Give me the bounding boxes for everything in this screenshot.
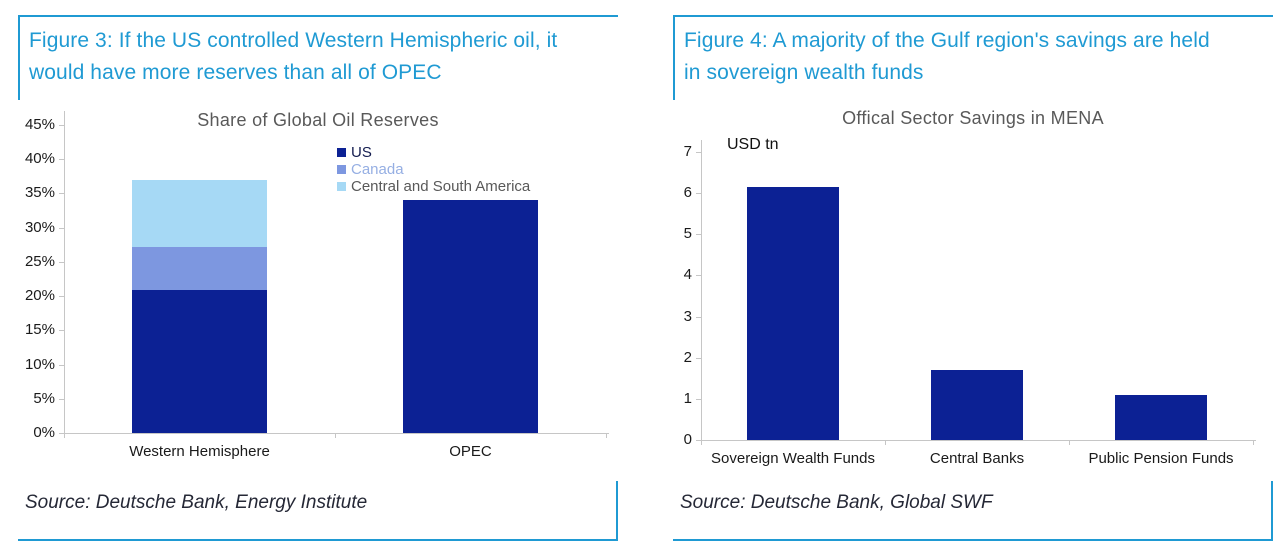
source-text: Source: Deutsche Bank, Energy Institute (25, 492, 368, 513)
y-tick (59, 364, 64, 366)
y-tick-label: 6 (683, 184, 692, 202)
y-tick (59, 227, 64, 229)
figure4-chart: Offical Sector Savings in MENA USD tn 0 1… (673, 15, 1273, 541)
y-tick (696, 316, 701, 318)
y-tick-label: 4 (683, 266, 692, 284)
figure4-title: Figure 4: A majority of the Gulf region'… (684, 29, 1210, 84)
x-axis-line (64, 433, 609, 434)
legend-swatch-canada (337, 165, 346, 174)
chart-title: Offical Sector Savings in MENA (842, 108, 1104, 128)
x-tick (1069, 440, 1070, 445)
figure4-panel: Figure 4: A majority of the Gulf region'… (673, 15, 1273, 541)
y-tick-label: 2 (683, 348, 692, 366)
y-tick-label: 0 (683, 431, 692, 448)
figure3-header: Figure 3: If the US controlled Western H… (18, 15, 618, 100)
y-tick-label: 30% (24, 218, 55, 236)
y-tick (59, 398, 64, 400)
y-axis-line (701, 140, 702, 440)
figure3-chart: Share of Global Oil Reserves 0% 5% 10% 15% 2… (18, 15, 618, 541)
y-tick-label: 5 (683, 225, 692, 243)
y-tick-label: 0% (33, 424, 55, 441)
bar-segment-central-and-south-america (131, 179, 268, 247)
y-tick-label: 40% (24, 150, 55, 168)
bar-segment-us (402, 200, 539, 433)
bar-sovereign-wealth-funds (747, 186, 839, 440)
legend-item-us: US (337, 144, 530, 161)
y-tick-label: 7 (683, 143, 692, 160)
y-tick (59, 193, 64, 195)
figure4-header: Figure 4: A majority of the Gulf region'… (673, 15, 1273, 100)
y-tick (59, 433, 64, 434)
legend: US Canada Central and South America (337, 144, 530, 195)
y-tick (59, 159, 64, 161)
y-tick (696, 357, 701, 359)
y-tick-label: 5% (33, 389, 55, 407)
legend-swatch-us (337, 148, 346, 157)
y-tick-label: 45% (24, 116, 55, 133)
x-tick (701, 440, 702, 445)
x-axis-line (701, 440, 1256, 441)
x-tick (885, 440, 886, 445)
x-tick (64, 433, 65, 438)
y-tick (59, 330, 64, 332)
y-tick-label: 1 (683, 389, 692, 407)
legend-label: US (351, 144, 372, 161)
legend-label: Canada (351, 161, 404, 178)
y-tick (696, 234, 701, 236)
chart-title: Share of Global Oil Reserves (197, 110, 439, 130)
figure3-footer: Source: Deutsche Bank, Energy Institute (18, 481, 618, 541)
y-tick (59, 261, 64, 263)
legend-label: Central and South America (351, 178, 531, 195)
y-tick-label: 20% (24, 287, 55, 305)
bar-segment-canada (131, 246, 268, 290)
y-tick-label: 3 (683, 307, 692, 325)
bar-segment-us (131, 289, 268, 433)
x-tick (606, 433, 607, 438)
figure3-title: Figure 3: If the US controlled Western H… (29, 29, 558, 84)
y-axis-line (64, 111, 65, 433)
category-label-sovereign-wealth-funds: Sovereign Wealth Funds (711, 450, 875, 467)
y-tick-label: 10% (24, 355, 55, 373)
x-tick (335, 433, 336, 438)
bar-public-pension-funds (1115, 394, 1207, 440)
y-tick-label: 15% (24, 321, 55, 339)
legend-item-central-and-south-america: Central and South America (337, 178, 530, 195)
category-label-opec: OPEC (449, 443, 492, 460)
y-tick (59, 296, 64, 298)
y-tick (59, 125, 64, 126)
category-label-central-banks: Central Banks (929, 450, 1025, 467)
legend-item-canada: Canada (337, 161, 530, 178)
x-tick (1253, 440, 1254, 445)
y-tick (696, 398, 701, 400)
y-tick (696, 275, 701, 277)
figure4-footer: Source: Deutsche Bank, Global SWF (673, 481, 1273, 541)
figure3-panel: Figure 3: If the US controlled Western H… (18, 15, 618, 541)
y-tick-label: 35% (24, 184, 55, 202)
category-label-public-pension-funds: Public Pension Funds (1088, 450, 1234, 467)
category-label-western-hemisphere: Western Hemisphere (129, 443, 270, 460)
bar-central-banks (931, 370, 1023, 440)
y-tick (696, 440, 701, 441)
legend-swatch-central-and-south-america (337, 182, 346, 191)
y-tick (696, 193, 701, 195)
y-tick (696, 152, 701, 153)
y-tick-label: 25% (24, 252, 55, 270)
source-text: Source: Deutsche Bank, Global SWF (680, 492, 993, 513)
y-axis-unit-label: USD tn (727, 136, 779, 153)
